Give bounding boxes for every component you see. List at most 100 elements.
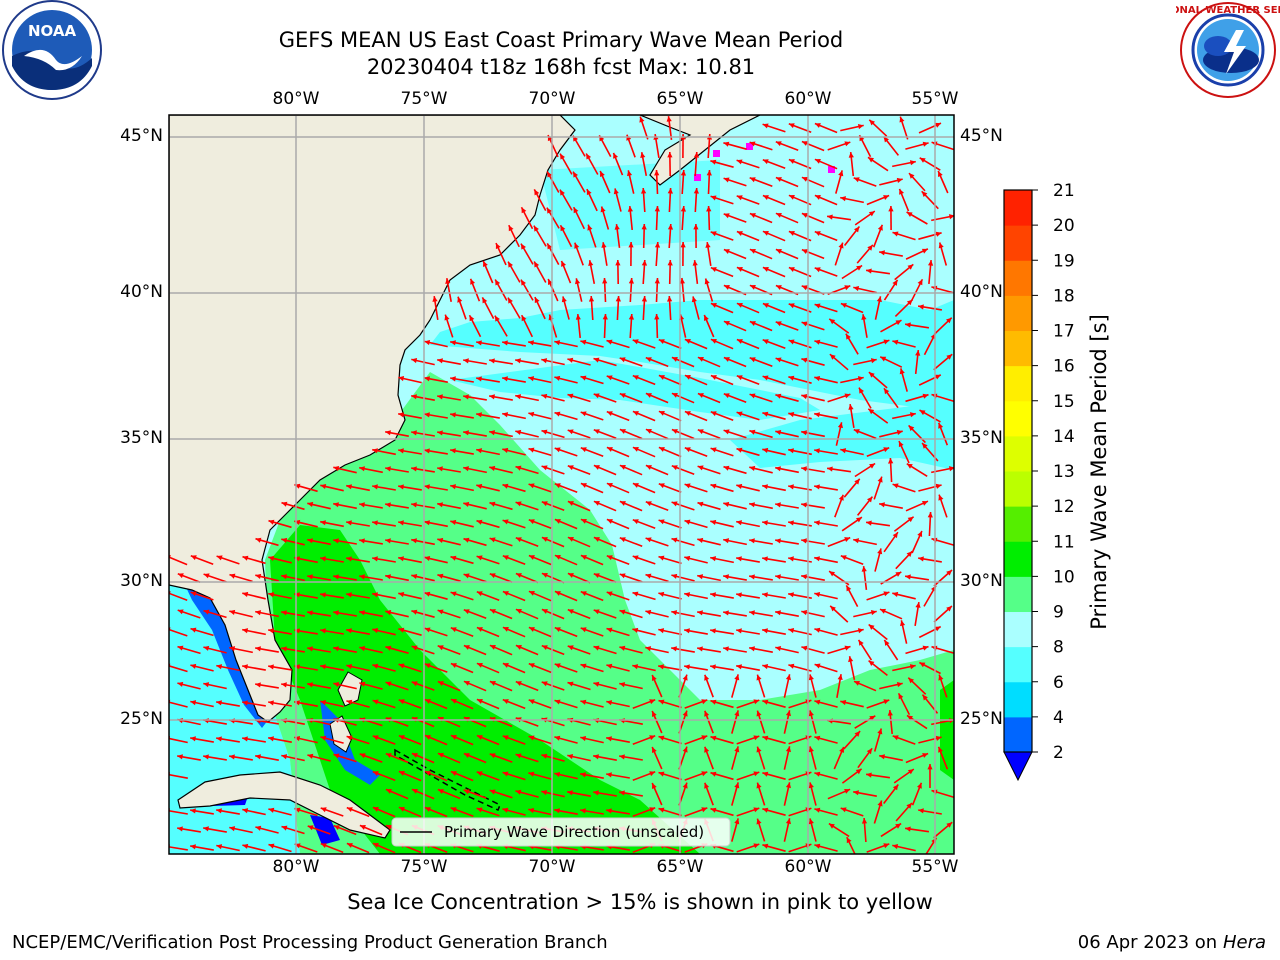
wave-arrow — [541, 681, 565, 691]
lat-label-left: 25°N — [120, 709, 163, 729]
wave-arrow — [463, 789, 487, 799]
wave-arrow — [606, 518, 630, 530]
wave-arrow — [762, 123, 786, 133]
wave-arrow — [580, 699, 604, 708]
wave-arrow — [268, 592, 292, 600]
wave-arrow — [879, 250, 903, 257]
colorbar-tick-label: 19 — [1053, 251, 1075, 271]
wave-arrow — [632, 664, 656, 672]
colorbar-segment — [1004, 400, 1032, 437]
wave-arrow — [606, 375, 630, 385]
wave-arrow — [632, 734, 656, 746]
wave-arrow — [704, 674, 714, 698]
wave-arrow — [911, 782, 923, 806]
wave-arrow — [554, 340, 578, 348]
wave-arrow — [541, 393, 565, 402]
wave-arrow — [476, 376, 500, 383]
wave-arrow — [606, 736, 630, 743]
wave-arrow — [560, 260, 572, 284]
wave-arrow — [710, 266, 734, 278]
wave-arrow — [893, 768, 915, 784]
wave-arrow — [613, 188, 622, 212]
wave-arrow — [684, 374, 708, 386]
wave-arrow — [710, 664, 734, 671]
wave-arrow — [680, 205, 686, 231]
wave-arrow — [463, 394, 487, 401]
wave-arrow — [242, 555, 266, 565]
wave-arrow — [515, 429, 539, 438]
wave-arrow — [783, 782, 791, 806]
wave-arrow — [693, 187, 699, 213]
wave-arrow — [346, 699, 370, 708]
wave-arrow — [861, 566, 868, 590]
wave-arrow — [424, 376, 448, 383]
wave-arrow — [882, 136, 900, 156]
wave-arrow — [658, 374, 682, 386]
wave-arrow — [593, 357, 617, 367]
wave-arrow — [575, 314, 581, 338]
wave-arrow — [710, 699, 734, 709]
wave-arrow — [359, 502, 383, 509]
wave-arrow — [359, 466, 383, 474]
wave-arrow — [898, 440, 910, 464]
wave-arrow — [883, 639, 899, 661]
wave-arrow — [911, 530, 923, 554]
wave-arrow — [892, 483, 916, 493]
wave-arrow — [190, 844, 214, 851]
wave-arrow — [684, 519, 708, 529]
wave-arrow — [533, 225, 547, 247]
wave-arrow — [879, 502, 903, 509]
wave-arrow — [424, 627, 448, 637]
nws-ring-text: NATIONAL WEATHER SERVICE — [1176, 5, 1280, 16]
wave-arrow — [828, 318, 850, 334]
wave-arrow — [502, 447, 526, 456]
wave-arrow — [919, 409, 941, 423]
wave-arrow — [411, 430, 435, 437]
wave-arrow — [736, 159, 760, 169]
wave-arrow — [867, 156, 889, 172]
wave-arrow — [203, 754, 227, 761]
wave-arrow — [762, 302, 786, 314]
wave-arrow — [704, 278, 714, 302]
wave-arrow — [489, 573, 513, 583]
wave-arrow — [190, 627, 214, 637]
wave-arrow — [938, 242, 948, 266]
wave-arrow — [723, 320, 747, 332]
wave-arrow — [814, 807, 838, 816]
wave-arrow — [865, 772, 891, 779]
wave-arrow — [710, 807, 734, 817]
colorbar-segment — [1004, 506, 1032, 542]
wave-arrow — [481, 297, 495, 319]
wave-arrow — [346, 806, 370, 818]
wave-arrow — [710, 447, 734, 457]
wave-arrow — [641, 187, 647, 213]
wave-arrow — [775, 538, 799, 545]
wave-arrow — [775, 357, 799, 367]
wave-arrow — [385, 430, 409, 437]
wave-arrow — [671, 501, 695, 511]
noaa-logo-text: NOAA — [28, 22, 77, 40]
wave-arrow — [567, 608, 591, 620]
wave-arrow — [762, 266, 786, 278]
wave-arrow — [528, 808, 552, 816]
wave-arrow — [495, 242, 507, 266]
wave-arrow — [229, 573, 253, 583]
wave-arrow — [894, 299, 914, 317]
colorbar-segment — [1004, 716, 1032, 753]
wave-arrow — [710, 556, 734, 564]
wave-arrow — [710, 771, 734, 781]
lon-label-bottom: 70°W — [528, 857, 576, 877]
wave-arrow — [398, 484, 422, 491]
wave-arrow — [801, 610, 825, 618]
wave-arrow — [476, 698, 500, 710]
wave-arrow — [463, 358, 487, 365]
wave-arrow — [281, 754, 305, 762]
wave-arrow — [801, 538, 825, 545]
wave-arrow — [320, 842, 344, 854]
wave-arrow — [736, 447, 760, 457]
wave-arrow — [593, 428, 617, 440]
wave-arrow — [541, 465, 565, 475]
colorbar-tick-label: 21 — [1053, 181, 1075, 201]
wave-arrow — [559, 224, 573, 248]
wave-arrow — [723, 646, 747, 653]
